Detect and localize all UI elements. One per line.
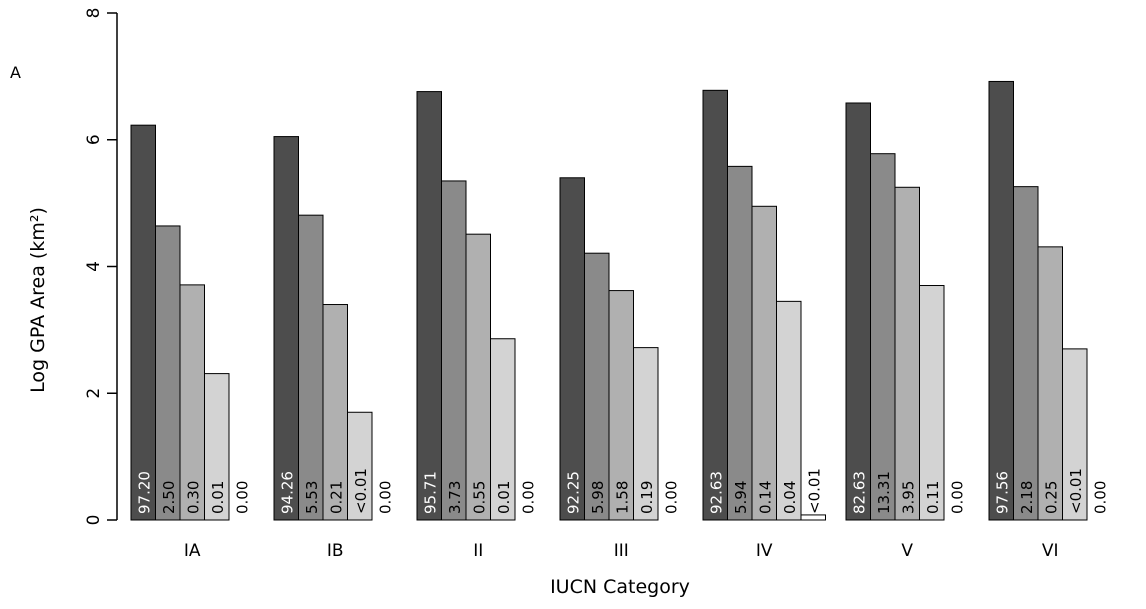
data-label: 95.71 xyxy=(421,471,439,514)
x-tick-label: VI xyxy=(1042,541,1059,561)
panel-label: A xyxy=(10,63,21,82)
bar xyxy=(347,411,373,521)
y-tick-label: 6 xyxy=(84,134,104,145)
bar xyxy=(608,290,634,521)
data-label: 82.63 xyxy=(850,471,868,514)
data-label: 0.14 xyxy=(756,481,774,514)
bar xyxy=(727,165,753,521)
data-label: 5.98 xyxy=(589,481,607,514)
bar xyxy=(584,252,610,521)
data-label: 0.30 xyxy=(184,481,202,514)
bar xyxy=(298,214,324,521)
bars-layer xyxy=(130,80,1088,521)
x-tick-labels-layer: IA IB II III IV V VI xyxy=(184,541,1059,561)
bar xyxy=(130,124,156,521)
bar xyxy=(1037,246,1063,521)
bar xyxy=(416,91,442,521)
data-label: <0.01 xyxy=(1067,468,1085,514)
data-label: 0.19 xyxy=(638,481,656,514)
bar xyxy=(988,80,1014,521)
data-label: 5.53 xyxy=(303,481,321,514)
data-labels-layer: 97.20 2.50 0.30 0.01 0.00 94.26 5.53 0.21 <0.01 0… xyxy=(135,468,1109,514)
data-label: 97.20 xyxy=(135,471,153,514)
data-label: 2.18 xyxy=(1018,481,1036,514)
y-tick-label: 8 xyxy=(84,8,104,19)
bar xyxy=(919,285,945,521)
data-label: 3.95 xyxy=(899,481,917,514)
data-label: 0.04 xyxy=(781,481,799,514)
x-tick-label: III xyxy=(614,541,629,561)
bar xyxy=(559,177,585,521)
x-tick-label: V xyxy=(901,541,913,561)
bar xyxy=(702,89,728,521)
bar xyxy=(490,338,516,521)
data-label: 0.00 xyxy=(1091,481,1109,514)
data-label: <0.01 xyxy=(352,468,370,514)
data-label: 3.73 xyxy=(446,481,464,514)
data-label: 0.25 xyxy=(1042,481,1060,514)
data-label: 1.58 xyxy=(613,481,631,514)
bar xyxy=(204,373,230,521)
data-label: 0.00 xyxy=(662,481,680,514)
bar xyxy=(845,102,871,521)
bar xyxy=(800,514,826,521)
data-label: 0.11 xyxy=(924,481,942,514)
data-label: <0.01 xyxy=(805,468,823,514)
bar xyxy=(273,136,299,521)
bar xyxy=(465,233,491,521)
data-label: 92.25 xyxy=(564,471,582,514)
bar xyxy=(155,225,181,521)
data-label: 0.01 xyxy=(209,481,227,514)
y-tick-label: 2 xyxy=(84,388,104,399)
data-label: 0.00 xyxy=(519,481,537,514)
bar xyxy=(1062,348,1088,521)
data-label: 0.21 xyxy=(327,481,345,514)
y-tick-label: 4 xyxy=(84,261,104,272)
data-label: 2.50 xyxy=(160,481,178,514)
bar xyxy=(894,186,920,521)
bar xyxy=(441,180,467,521)
data-label: 0.55 xyxy=(470,481,488,514)
y-axis-label: Log GPA Area (km²) xyxy=(27,207,49,393)
data-label: 13.31 xyxy=(875,471,893,514)
data-label: 0.01 xyxy=(495,481,513,514)
data-label: 94.26 xyxy=(278,471,296,514)
bar xyxy=(179,284,205,521)
data-label: 92.63 xyxy=(707,471,725,514)
x-tick-label: IB xyxy=(327,541,344,561)
bar xyxy=(633,347,659,521)
y-tick-label: 0 xyxy=(84,515,104,526)
x-tick-label: IV xyxy=(756,541,773,561)
x-axis-label: IUCN Category xyxy=(550,576,690,598)
data-label: 0.00 xyxy=(376,481,394,514)
bar xyxy=(776,300,802,521)
bar xyxy=(1013,186,1039,521)
bar xyxy=(751,205,777,521)
bar xyxy=(870,153,896,521)
y-axis: 0 2 4 6 8 xyxy=(84,8,118,526)
data-label: 0.00 xyxy=(948,481,966,514)
data-label: 97.56 xyxy=(993,471,1011,514)
data-label: 0.00 xyxy=(233,481,251,514)
x-tick-label: II xyxy=(473,541,483,561)
data-label: 5.94 xyxy=(732,481,750,514)
x-tick-label: IA xyxy=(184,541,201,561)
